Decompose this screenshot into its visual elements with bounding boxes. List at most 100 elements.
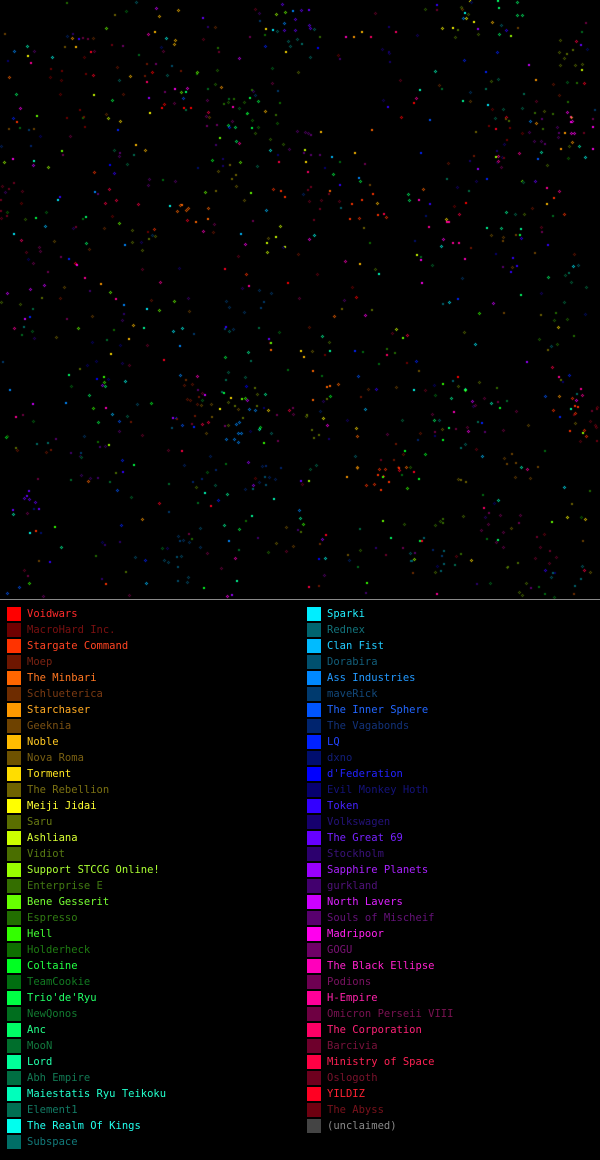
faction-color-swatch xyxy=(7,927,21,941)
faction-color-swatch xyxy=(7,719,21,733)
legend-entry: North Lavers xyxy=(307,894,597,910)
faction-name: Stockholm xyxy=(327,848,384,860)
faction-name: Schlueterica xyxy=(27,688,103,700)
faction-name: Oslogoth xyxy=(327,1072,378,1084)
legend-entry: Support STCCG Online! xyxy=(7,862,297,878)
faction-color-swatch xyxy=(307,655,321,669)
faction-name: Espresso xyxy=(27,912,78,924)
faction-color-swatch xyxy=(7,703,21,717)
faction-color-swatch xyxy=(307,719,321,733)
faction-color-swatch xyxy=(307,735,321,749)
faction-color-swatch xyxy=(7,975,21,989)
galaxy-map[interactable] xyxy=(0,0,600,600)
faction-name: Support STCCG Online! xyxy=(27,864,160,876)
legend-entry: Trio'de'Ryu xyxy=(7,990,297,1006)
legend-entry: Evil Monkey Hoth xyxy=(307,782,597,798)
faction-color-swatch xyxy=(7,911,21,925)
faction-color-swatch xyxy=(7,735,21,749)
legend-entry: Dorabira xyxy=(307,654,597,670)
legend-entry: MacroHard Inc. xyxy=(7,622,297,638)
faction-name: Saru xyxy=(27,816,53,828)
legend-entry: Nova Roma xyxy=(7,750,297,766)
faction-name: The Minbari xyxy=(27,672,97,684)
faction-color-swatch xyxy=(7,831,21,845)
faction-name: Torment xyxy=(27,768,72,780)
faction-name: The Rebellion xyxy=(27,784,110,796)
faction-color-swatch xyxy=(7,879,21,893)
legend-entry: Enterprise E xyxy=(7,878,297,894)
faction-name: Vidiot xyxy=(27,848,65,860)
faction-color-swatch xyxy=(7,1007,21,1021)
legend-entry: GOGU xyxy=(307,942,597,958)
legend-entry: Saru xyxy=(7,814,297,830)
faction-name: Geeknia xyxy=(27,720,72,732)
legend-column-left: Voidwars MacroHard Inc. Stargate Command Mo… xyxy=(7,606,297,1150)
faction-color-swatch xyxy=(7,687,21,701)
faction-name: maveRick xyxy=(327,688,378,700)
faction-name: Ass Industries xyxy=(327,672,416,684)
faction-name: Voidwars xyxy=(27,608,78,620)
legend-entry: Hell xyxy=(7,926,297,942)
faction-name: Sparki xyxy=(327,608,365,620)
faction-color-swatch xyxy=(307,607,321,621)
faction-color-swatch xyxy=(7,1087,21,1101)
faction-name: Lord xyxy=(27,1056,53,1068)
faction-name: Element1 xyxy=(27,1104,78,1116)
faction-color-swatch xyxy=(307,895,321,909)
legend-entry: Vidiot xyxy=(7,846,297,862)
faction-color-swatch xyxy=(7,751,21,765)
faction-name: Moep xyxy=(27,656,53,668)
legend-entry: Abh Empire xyxy=(7,1070,297,1086)
faction-color-swatch xyxy=(7,607,21,621)
faction-color-swatch xyxy=(307,767,321,781)
faction-name: Coltaine xyxy=(27,960,78,972)
faction-name: The Corporation xyxy=(327,1024,422,1036)
legend-entry: Moep xyxy=(7,654,297,670)
faction-color-swatch xyxy=(307,1071,321,1085)
faction-name: Enterprise E xyxy=(27,880,103,892)
faction-color-swatch xyxy=(307,639,321,653)
faction-color-swatch xyxy=(307,911,321,925)
faction-name: Hell xyxy=(27,928,53,940)
faction-color-swatch xyxy=(307,799,321,813)
faction-name: Podions xyxy=(327,976,372,988)
legend-entry: Element1 xyxy=(7,1102,297,1118)
faction-color-swatch xyxy=(7,1039,21,1053)
faction-name: Bene Gesserit xyxy=(27,896,110,908)
faction-legend: Voidwars MacroHard Inc. Stargate Command Mo… xyxy=(0,600,600,1160)
faction-color-swatch xyxy=(7,767,21,781)
legend-entry: (unclaimed) xyxy=(307,1118,597,1134)
faction-name: Rednex xyxy=(327,624,365,636)
legend-entry: The Inner Sphere xyxy=(307,702,597,718)
faction-color-swatch xyxy=(307,1039,321,1053)
faction-name: The Black Ellipse xyxy=(327,960,435,972)
faction-color-swatch xyxy=(307,1103,321,1117)
faction-color-swatch xyxy=(307,783,321,797)
legend-entry: Podions xyxy=(307,974,597,990)
legend-column-right: Sparki Rednex Clan Fist Dorabira Ass Industr… xyxy=(307,606,597,1134)
faction-color-swatch xyxy=(307,1119,321,1133)
legend-entry: Oslogoth xyxy=(307,1070,597,1086)
legend-entry: Geeknia xyxy=(7,718,297,734)
legend-entry: Voidwars xyxy=(7,606,297,622)
faction-color-swatch xyxy=(307,1055,321,1069)
faction-name: NewQonos xyxy=(27,1008,78,1020)
faction-name: gurkland xyxy=(327,880,378,892)
faction-color-swatch xyxy=(307,1023,321,1037)
faction-color-swatch xyxy=(7,799,21,813)
legend-entry: Torment xyxy=(7,766,297,782)
faction-name: Ashliana xyxy=(27,832,78,844)
legend-entry: Starchaser xyxy=(7,702,297,718)
faction-color-swatch xyxy=(7,671,21,685)
faction-color-swatch xyxy=(307,1007,321,1021)
faction-name: Stargate Command xyxy=(27,640,129,652)
faction-name: H-Empire xyxy=(327,992,378,1004)
legend-entry: Noble xyxy=(7,734,297,750)
faction-name: Meiji Jidai xyxy=(27,800,97,812)
faction-name: North Lavers xyxy=(327,896,403,908)
faction-name: LQ xyxy=(327,736,340,748)
faction-name: The Abyss xyxy=(327,1104,384,1116)
legend-entry: The Minbari xyxy=(7,670,297,686)
legend-entry: Lord xyxy=(7,1054,297,1070)
legend-entry: TeamCookie xyxy=(7,974,297,990)
